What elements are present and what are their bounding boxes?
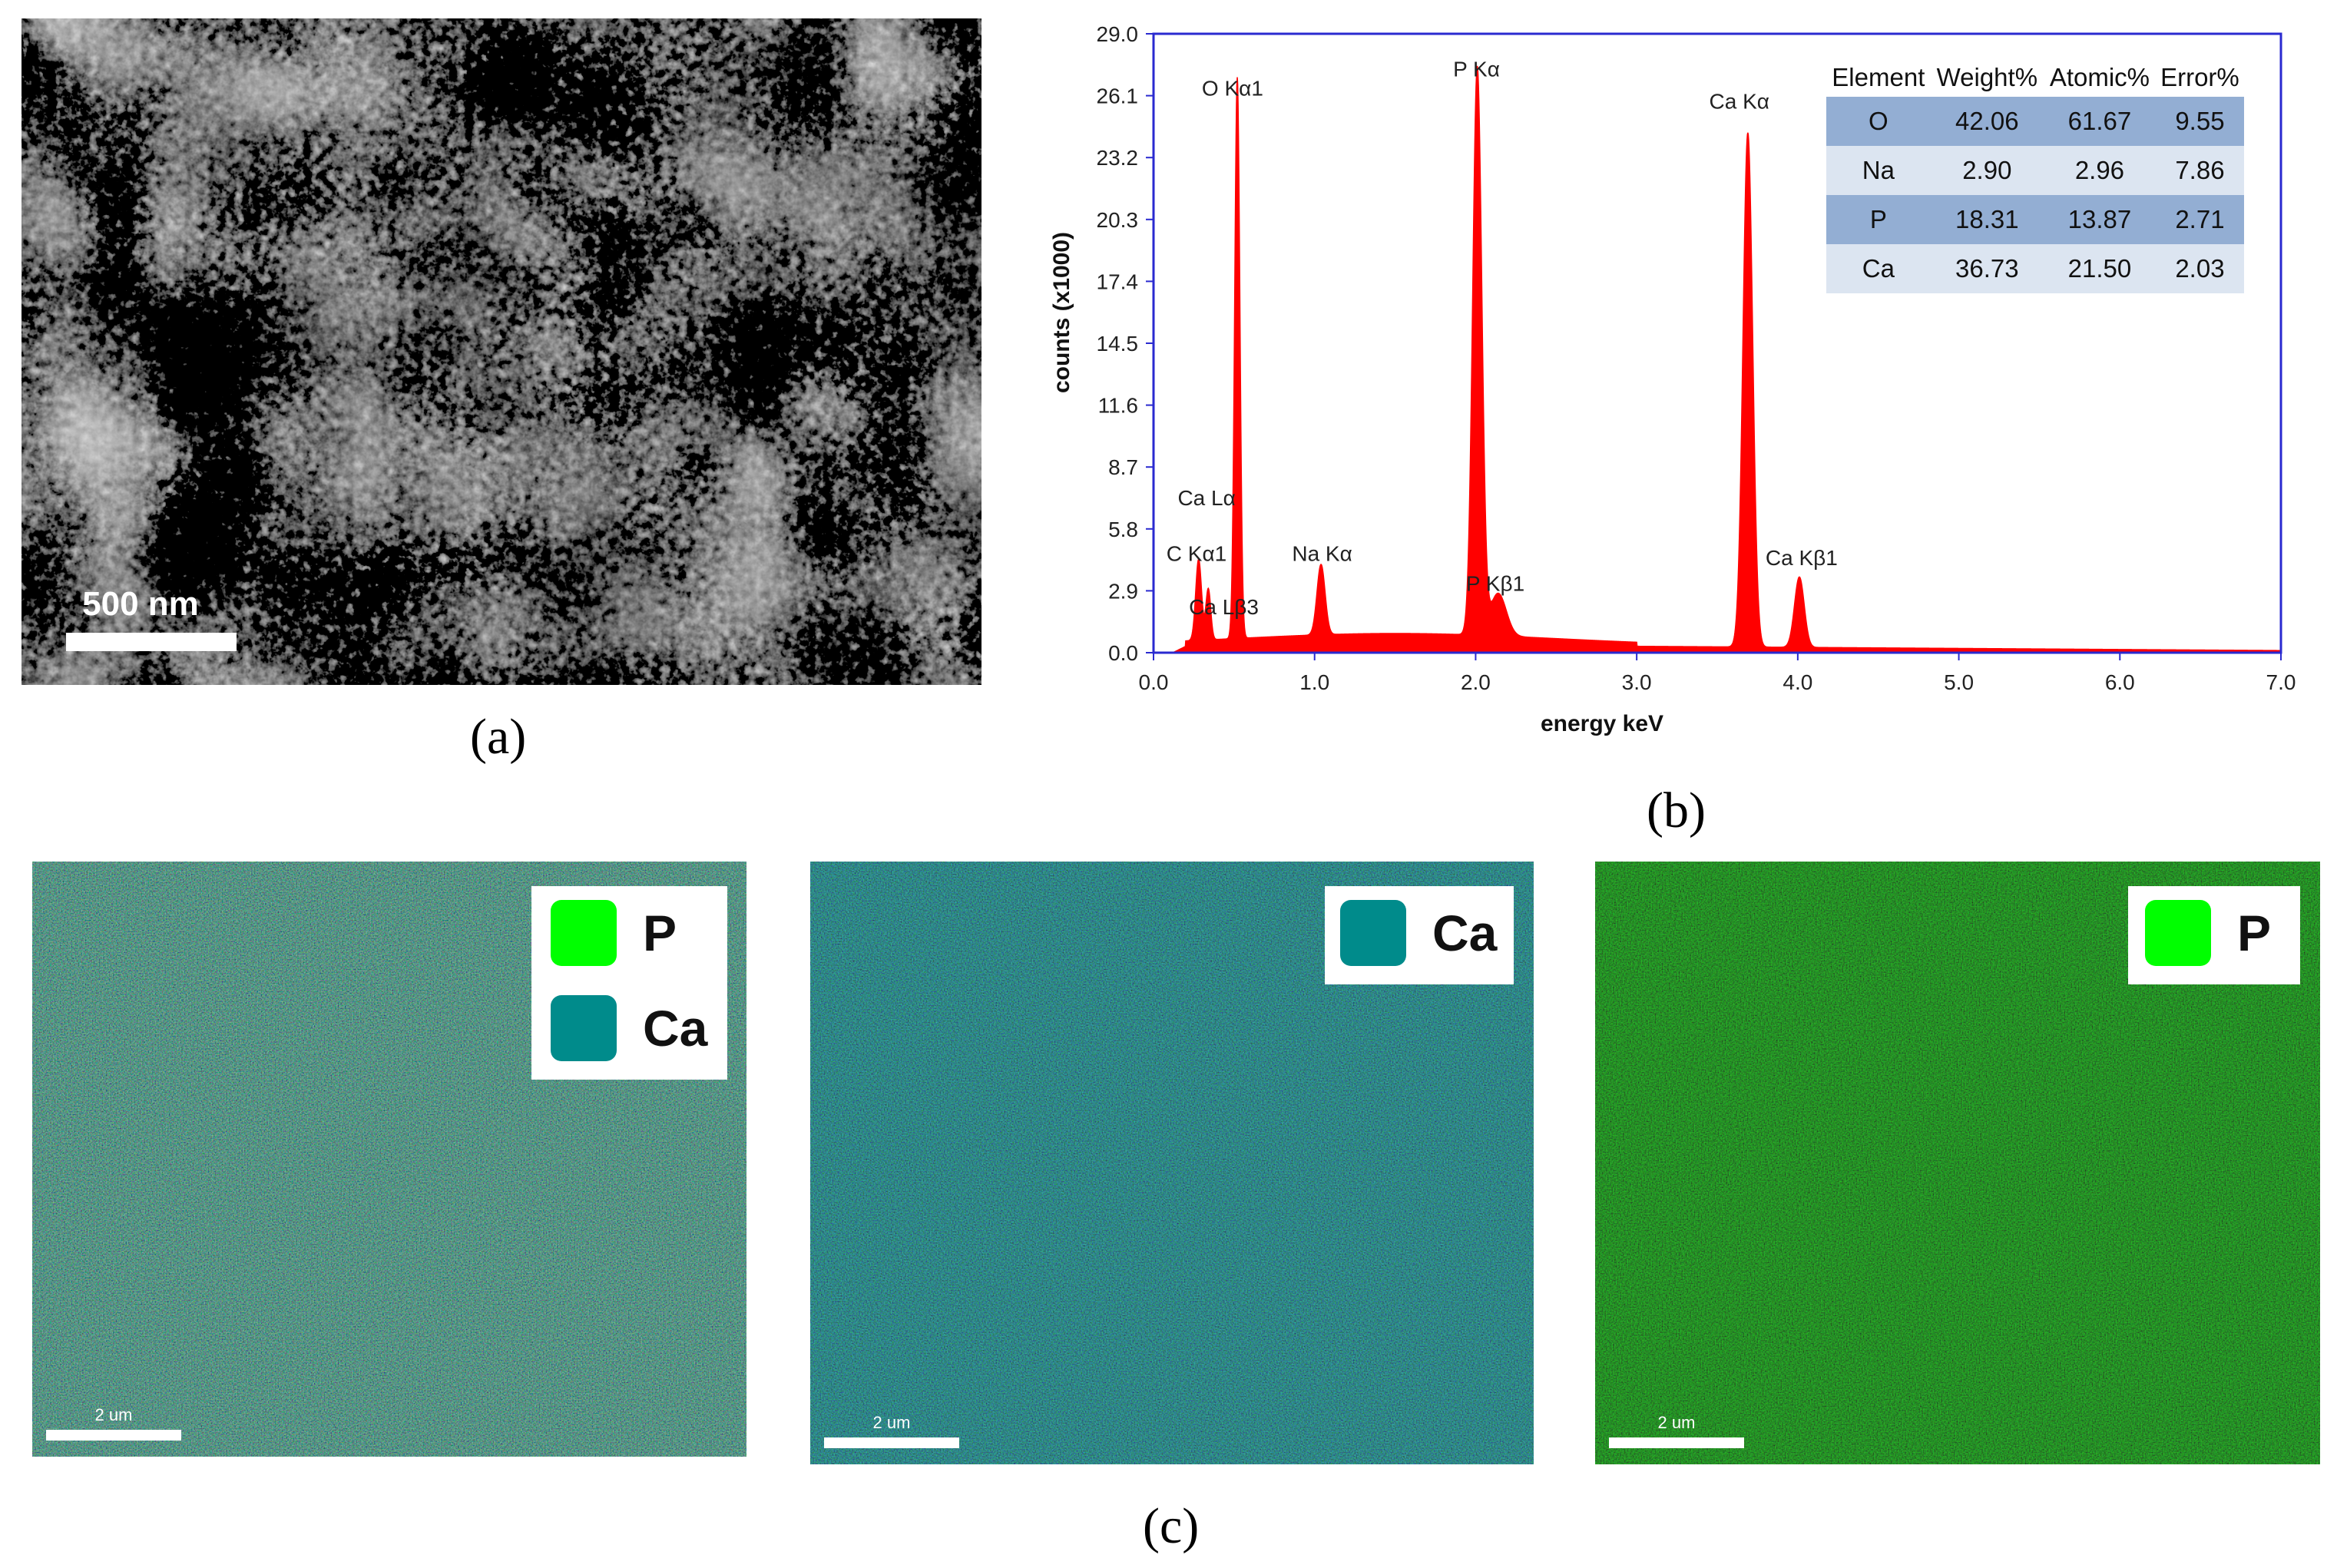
header-weight: Weight% xyxy=(1936,63,2038,91)
y-tick-label: 0.0 xyxy=(1108,641,1138,665)
y-tick-label: 23.2 xyxy=(1097,146,1139,170)
table-cell: 21.50 xyxy=(2043,244,2156,293)
map-scale-label: 2 um xyxy=(1657,1413,1696,1432)
table-cell: 13.87 xyxy=(2043,195,2156,244)
map-scale-label: 2 um xyxy=(94,1405,133,1424)
peak-annotation: P Kα xyxy=(1453,58,1500,81)
legend-swatch xyxy=(551,900,617,966)
table-cell: 36.73 xyxy=(1930,244,2044,293)
x-tick-label: 6.0 xyxy=(2105,670,2135,694)
map-scale-label: 2 um xyxy=(872,1413,911,1432)
panel-label-a: (a) xyxy=(470,709,527,765)
y-tick-label: 17.4 xyxy=(1097,270,1139,293)
table-cell: O xyxy=(1826,97,1931,146)
y-tick-label: 5.8 xyxy=(1108,518,1138,541)
table-row: Na 2.90 2.96 7.86 xyxy=(1826,146,2244,195)
legend-label: Ca xyxy=(1432,905,1498,961)
panel-label-b: (b) xyxy=(1647,782,1706,839)
map-legend: P xyxy=(2128,886,2300,984)
x-tick-label: 3.0 xyxy=(1622,670,1652,694)
sem-scale-bar xyxy=(66,633,237,651)
y-tick-label: 20.3 xyxy=(1097,208,1139,232)
table-header-row: Element Weight% Atomic% Error% xyxy=(1826,58,2244,97)
table-cell: Na xyxy=(1826,146,1931,195)
y-tick-label: 14.5 xyxy=(1097,332,1139,356)
sem-texture xyxy=(22,18,981,685)
peak-annotation: P Kβ1 xyxy=(1466,571,1524,595)
table-cell: 2.03 xyxy=(2155,244,2244,293)
peak-annotation: Ca Lα xyxy=(1177,486,1235,510)
element-map-p-ca: P Ca 2 um xyxy=(32,862,746,1457)
table-cell: 9.55 xyxy=(2155,97,2244,146)
sem-scale-label: 500 nm xyxy=(82,585,199,623)
header-element: Element xyxy=(1832,63,1925,91)
y-tick-label: 2.9 xyxy=(1108,579,1138,603)
peak-annotation: C Kα1 xyxy=(1167,541,1226,565)
header-atomic: Atomic% xyxy=(2049,63,2150,91)
table-cell: Ca xyxy=(1826,244,1931,293)
y-tick-label: 11.6 xyxy=(1098,394,1138,418)
peak-annotation: Ca Kβ1 xyxy=(1766,546,1838,570)
x-axis-label: energy keV xyxy=(1541,711,1663,736)
x-tick-label: 7.0 xyxy=(2266,670,2296,694)
peak-annotation: Ca Lβ3 xyxy=(1189,595,1259,619)
table-cell: 18.31 xyxy=(1930,195,2044,244)
legend-swatch xyxy=(2145,900,2211,966)
panel-label-c: (c) xyxy=(1143,1498,1200,1554)
table-cell: 2.71 xyxy=(2155,195,2244,244)
map-scale-bar xyxy=(1609,1437,1744,1448)
table-cell: 2.96 xyxy=(2043,146,2156,195)
header-error: Error% xyxy=(2160,63,2239,91)
eds-spectrum-chart: O Kα1 P Kα Ca Kα Ca Lα C Kα1 Ca Lβ3 Na Kα P Kβ1… xyxy=(1049,22,2296,736)
peak-annotation: Ca Kα xyxy=(1710,89,1769,113)
legend-label: P xyxy=(643,905,677,961)
legend-swatch xyxy=(1340,900,1406,966)
legend-swatch xyxy=(551,995,617,1061)
x-tick-label: 0.0 xyxy=(1139,670,1169,694)
table-row: O 42.06 61.67 9.55 xyxy=(1826,97,2244,146)
table-cell: P xyxy=(1826,195,1931,244)
legend-item: P xyxy=(2145,900,2271,966)
map-legend: Ca xyxy=(1325,886,1514,984)
table-cell: 42.06 xyxy=(1930,97,2044,146)
y-tick-label: 29.0 xyxy=(1097,22,1139,46)
x-tick-label: 2.0 xyxy=(1461,670,1491,694)
map-scale-bar xyxy=(46,1430,181,1441)
map-scale-bar xyxy=(824,1437,959,1448)
legend-label: P xyxy=(2237,905,2272,961)
x-tick-label: 1.0 xyxy=(1299,670,1329,694)
legend-item: Ca xyxy=(551,995,707,1061)
legend-label: Ca xyxy=(643,1000,708,1057)
y-tick-label: 26.1 xyxy=(1097,84,1139,108)
sem-image: 500 nm xyxy=(22,18,981,685)
y-tick-label: 8.7 xyxy=(1108,455,1138,479)
spectrum-area xyxy=(1154,65,2282,653)
x-tick-label: 4.0 xyxy=(1783,670,1812,694)
legend-item: Ca xyxy=(1340,900,1497,966)
table-row: Ca 36.73 21.50 2.03 xyxy=(1826,244,2244,293)
y-axis-label: counts (x1000) xyxy=(1049,232,1074,393)
peak-annotation: O Kα1 xyxy=(1202,77,1263,101)
map-legend: P Ca xyxy=(531,886,727,1080)
element-map-ca: Ca 2 um xyxy=(810,862,1534,1464)
table-row: P 18.31 13.87 2.71 xyxy=(1826,195,2244,244)
table-cell: 61.67 xyxy=(2043,97,2156,146)
legend-item: P xyxy=(551,900,677,966)
peak-annotation: Na Kα xyxy=(1292,541,1352,565)
eds-element-table: Element Weight% Atomic% Error% O 42.06 6… xyxy=(1826,58,2244,293)
element-map-p: P 2 um xyxy=(1595,862,2320,1464)
table-cell: 2.90 xyxy=(1930,146,2044,195)
table-cell: 7.86 xyxy=(2155,146,2244,195)
x-tick-label: 5.0 xyxy=(1944,670,1974,694)
